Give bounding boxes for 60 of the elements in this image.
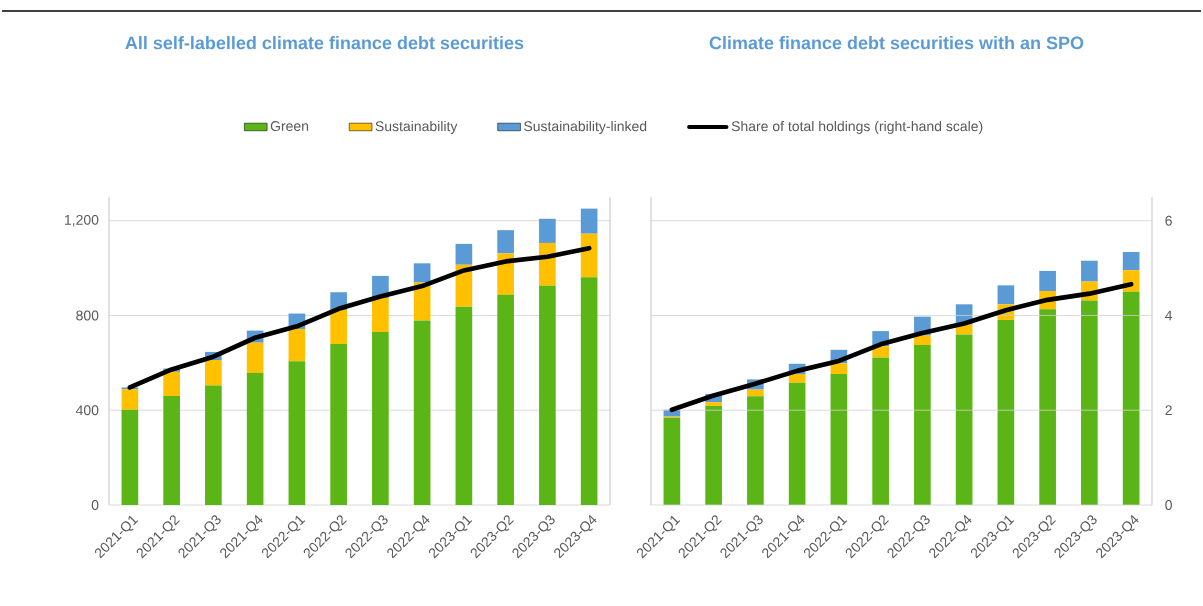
bar xyxy=(539,218,556,243)
y-tick-label: 1,200 xyxy=(65,214,99,227)
bar xyxy=(663,417,681,505)
bar xyxy=(1081,300,1098,505)
bar xyxy=(372,332,389,505)
bar xyxy=(788,382,806,505)
bar xyxy=(330,344,347,505)
bar xyxy=(497,230,514,254)
bar xyxy=(288,328,306,362)
bar xyxy=(872,357,889,505)
bar xyxy=(246,373,264,505)
bar xyxy=(163,396,180,505)
y-tick-label: 800 xyxy=(76,310,99,321)
bar xyxy=(705,405,722,505)
legend-label: Share of total holdings (right-hand scale) xyxy=(731,120,983,134)
bar xyxy=(455,306,473,505)
bar xyxy=(1081,260,1098,282)
bar xyxy=(1039,309,1056,505)
bar xyxy=(372,297,389,333)
bar xyxy=(288,361,306,505)
bar xyxy=(705,402,722,406)
bar xyxy=(163,371,180,396)
bar xyxy=(330,310,347,345)
y2-tick-label: 0 xyxy=(1165,500,1172,510)
bar xyxy=(747,396,764,505)
bar xyxy=(788,373,806,383)
bar xyxy=(1039,270,1056,292)
bar xyxy=(121,389,139,410)
bar xyxy=(497,294,514,505)
bar xyxy=(121,409,139,505)
y2-tick-label: 6 xyxy=(1165,215,1172,226)
y-tick-label: 400 xyxy=(75,405,99,416)
bar xyxy=(747,389,764,397)
bar xyxy=(997,319,1015,505)
bar xyxy=(246,342,264,374)
bar xyxy=(997,285,1015,305)
y-tick-label: 0 xyxy=(91,500,99,510)
bar xyxy=(205,359,222,386)
legend-label: Green xyxy=(270,121,309,132)
chart-title: Climate finance debt securities with an SPO xyxy=(709,36,1084,50)
bar xyxy=(205,385,222,505)
legend-label: Sustainability xyxy=(375,120,458,134)
bar xyxy=(914,345,931,505)
bar xyxy=(413,263,431,283)
chart-title: All self-labelled climate finance debt securities xyxy=(125,36,524,50)
line-series xyxy=(669,281,1134,413)
bar xyxy=(580,208,598,234)
bar xyxy=(914,335,931,346)
bar xyxy=(1122,251,1140,271)
y2-tick-label: 4 xyxy=(1165,310,1173,321)
bar xyxy=(830,373,848,505)
bar xyxy=(830,363,848,374)
bar xyxy=(539,285,556,505)
bar xyxy=(580,277,598,505)
bar xyxy=(955,334,973,505)
bar xyxy=(413,320,431,505)
bar xyxy=(1122,291,1140,505)
legend-label: Sustainability-linked xyxy=(524,120,647,134)
y2-tick-label: 2 xyxy=(1165,405,1172,416)
bar xyxy=(455,243,473,265)
